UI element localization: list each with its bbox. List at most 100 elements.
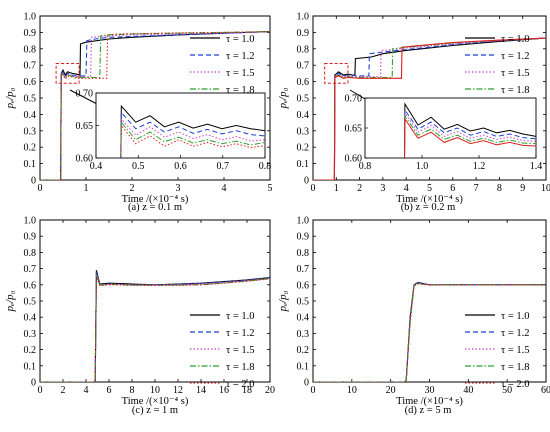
panel-3: 0 0.1 0.2 0.3 0.4 0.5 0.6 0.7 0.8 0.9 1.0 0 2 4 6 8 10 12…: [4, 216, 275, 417]
legend-label-2: τ = 1.2: [501, 328, 530, 339]
inset-x-tick-label: 0.8: [259, 161, 272, 172]
x-tick-label: 50: [502, 385, 512, 396]
legend-label-4: τ = 1.8: [226, 362, 255, 373]
series-line-3: [40, 31, 270, 180]
axes-frame: [39, 219, 271, 383]
y-tick-label: 0: [31, 176, 36, 187]
series-line-5: [40, 31, 270, 180]
series-line-2: [313, 37, 546, 180]
x-axis-label: Time /(×10⁻⁴ s): [122, 194, 189, 205]
x-tick-label: 4: [404, 183, 409, 194]
x-tick-label: 2: [357, 183, 362, 194]
x-tick-label: 0: [311, 183, 316, 194]
x-tick-label: 0: [38, 385, 43, 396]
x-tick-label: 20: [386, 385, 396, 396]
y-tick-label: 0.8: [24, 44, 37, 55]
x-tick-label: 12: [173, 385, 183, 396]
axes-frame: [312, 219, 547, 383]
y-tick-label: 0.1: [24, 159, 37, 170]
y-tick-label: 0.3: [297, 329, 310, 340]
inset-series-line-2: [120, 111, 265, 158]
x-tick-label: 40: [463, 385, 473, 396]
y-tick-label: 0.8: [297, 44, 310, 55]
inset-y-tick-label: 0.70: [76, 89, 94, 100]
y-tick-label: 0: [304, 378, 309, 389]
x-tick-label: 1: [334, 183, 339, 194]
y-tick-label: 0.9: [297, 28, 310, 39]
x-tick-label: 20: [265, 385, 275, 396]
y-tick-label: 0.7: [297, 61, 310, 72]
y-tick-label: 0.1: [24, 361, 37, 372]
x-tick-label: 2: [130, 183, 135, 194]
series-line-5: [313, 283, 546, 382]
legend-label-2: τ = 1.2: [226, 328, 255, 339]
panel-caption: (d) z = 5 m: [405, 405, 452, 416]
y-tick-label: 0.8: [24, 248, 37, 259]
series-line-5: [40, 276, 270, 382]
legend-label-3: τ = 1.5: [501, 68, 530, 79]
y-tick-label: 0.3: [24, 329, 37, 340]
x-tick-label: 0: [311, 385, 316, 396]
y-tick-label: 0.6: [24, 77, 37, 88]
inset-x-tick-label: 0.4: [90, 161, 103, 172]
y-tick-label: 1.0: [297, 12, 310, 23]
inset-series-line-3: [404, 111, 536, 158]
legend-label-4: τ = 1.8: [226, 85, 255, 96]
inset-y-tick-label: 0.65: [345, 124, 363, 135]
inset-x-tick-label: 0.5: [132, 161, 145, 172]
inset-series-line-1: [404, 102, 536, 158]
series-line-3: [313, 37, 546, 180]
inset-x-tick-label: 1.2: [473, 161, 486, 172]
x-tick-label: 0: [38, 183, 43, 194]
legend-label-1: τ = 1.0: [226, 34, 255, 45]
x-tick-label: 14: [196, 385, 206, 396]
inset-x-tick-label: 0.8: [359, 161, 372, 172]
y-tick-label: 0.4: [24, 313, 37, 324]
zoom-region-box: [324, 63, 349, 84]
y-tick-label: 0.5: [24, 297, 37, 308]
x-tick-label: 8: [130, 385, 135, 396]
x-tick-label: 3: [380, 183, 385, 194]
y-tick-label: 0.9: [24, 28, 37, 39]
panel-caption: (b) z = 0.2 m: [401, 202, 456, 213]
panel-caption: (c) z = 1 m: [132, 405, 178, 416]
y-tick-label: 0.5: [24, 94, 37, 105]
panel-caption: (a) z = 0.1 m: [128, 202, 182, 213]
legend-label-3: τ = 1.5: [226, 68, 255, 79]
legend-label-1: τ = 1.0: [501, 34, 530, 45]
y-tick-label: 1.0: [24, 12, 37, 23]
y-tick-label: 0: [304, 176, 309, 187]
x-tick-label: 9: [520, 183, 525, 194]
inset-y-tick-label: 0.60: [345, 154, 363, 165]
y-tick-label: 0.1: [297, 361, 310, 372]
y-tick-label: 0.8: [297, 248, 310, 259]
series-line-1: [40, 31, 270, 180]
y-tick-label: 0.6: [24, 280, 37, 291]
y-tick-label: 0.4: [297, 313, 310, 324]
x-tick-label: 8: [497, 183, 502, 194]
legend-label-1: τ = 1.0: [501, 311, 530, 322]
y-tick-label: 0.6: [297, 77, 310, 88]
inset-series-line-3: [120, 117, 265, 158]
inset-y-tick-label: 0.70: [345, 94, 363, 105]
y-tick-label: 0.1: [297, 159, 310, 170]
x-tick-label: 60: [541, 385, 550, 396]
x-tick-label: 7: [474, 183, 479, 194]
x-tick-label: 10: [347, 385, 357, 396]
inset-y-tick-label: 0.65: [76, 121, 94, 132]
x-tick-label: 4: [222, 183, 227, 194]
x-tick-label: 4: [84, 385, 89, 396]
y-tick-label: 0.3: [24, 126, 37, 137]
y-tick-label: 0.7: [24, 264, 37, 275]
inset-frame: [364, 97, 537, 159]
x-tick-label: 16: [219, 385, 229, 396]
panel-1: 0 0.1 0.2 0.3 0.4 0.5 0.6 0.7 0.8 0.9 1.0 0 1 2 3 4 5 Tim…: [4, 12, 273, 214]
legend-label-4: τ = 1.8: [501, 85, 530, 96]
x-tick-label: 5: [427, 183, 432, 194]
x-tick-label: 5: [268, 183, 273, 194]
y-axis-label: pₑ/p₀: [277, 290, 289, 312]
series-line-5: [313, 37, 546, 180]
legend-label-3: τ = 1.5: [226, 345, 255, 356]
x-tick-label: 10: [150, 385, 160, 396]
y-tick-label: 0.7: [24, 61, 37, 72]
